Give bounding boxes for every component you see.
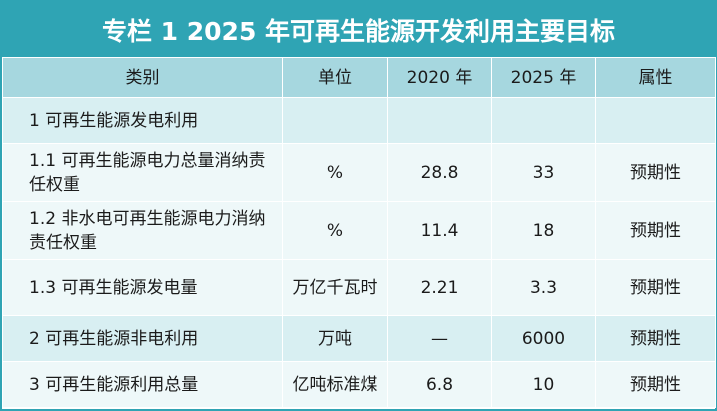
category-cell: 2 可再生能源非电利用 <box>2 315 283 362</box>
value-2020-cell: — <box>387 315 492 362</box>
unit-cell: 万亿千瓦时 <box>282 259 388 316</box>
value-2025-cell: 33 <box>491 143 596 202</box>
value-2020-cell: 2.21 <box>387 259 492 316</box>
unit-cell: 亿吨标准煤 <box>282 361 388 408</box>
table-row: 1.3 可再生能源发电量 万亿千瓦时 2.21 3.3 预期性 <box>2 259 716 316</box>
unit-cell: % <box>282 201 388 260</box>
value-2025-cell <box>491 97 596 144</box>
column-header-attribute: 属性 <box>595 57 716 98</box>
category-cell: 3 可再生能源利用总量 <box>2 361 283 408</box>
value-2020-cell: 6.8 <box>387 361 492 408</box>
value-2025-cell: 6000 <box>491 315 596 362</box>
table-header-row: 类别 单位 2020 年 2025 年 属性 <box>2 57 716 98</box>
attribute-cell <box>595 97 716 144</box>
category-cell: 1.2 非水电可再生能源电力消纳责任权重 <box>2 201 283 260</box>
attribute-cell: 预期性 <box>595 201 716 260</box>
value-2020-cell <box>387 97 492 144</box>
value-2025-cell: 10 <box>491 361 596 408</box>
column-header-category: 类别 <box>2 57 283 98</box>
attribute-cell: 预期性 <box>595 361 716 408</box>
table-row: 2 可再生能源非电利用 万吨 — 6000 预期性 <box>2 315 716 362</box>
attribute-cell: 预期性 <box>595 259 716 316</box>
attribute-cell: 预期性 <box>595 315 716 362</box>
attribute-cell: 预期性 <box>595 143 716 202</box>
category-cell: 1.3 可再生能源发电量 <box>2 259 283 316</box>
unit-cell: % <box>282 143 388 202</box>
column-header-2020: 2020 年 <box>387 57 492 98</box>
table-row: 3 可再生能源利用总量 亿吨标准煤 6.8 10 预期性 <box>2 361 716 408</box>
value-2025-cell: 18 <box>491 201 596 260</box>
category-cell: 1 可再生能源发电利用 <box>2 97 283 144</box>
category-cell: 1.1 可再生能源电力总量消纳责任权重 <box>2 143 283 202</box>
table-title: 专栏 1 2025 年可再生能源开发利用主要目标 <box>2 2 715 57</box>
targets-table: 类别 单位 2020 年 2025 年 属性 1 可再生能源发电利用 1.1 可… <box>2 57 716 408</box>
table-row: 1.2 非水电可再生能源电力消纳责任权重 % 11.4 18 预期性 <box>2 201 716 260</box>
table-row: 1.1 可再生能源电力总量消纳责任权重 % 28.8 33 预期性 <box>2 143 716 202</box>
unit-cell: 万吨 <box>282 315 388 362</box>
value-2020-cell: 28.8 <box>387 143 492 202</box>
value-2025-cell: 3.3 <box>491 259 596 316</box>
column-header-unit: 单位 <box>282 57 388 98</box>
value-2020-cell: 11.4 <box>387 201 492 260</box>
column-header-2025: 2025 年 <box>491 57 596 98</box>
unit-cell <box>282 97 388 144</box>
table-row: 1 可再生能源发电利用 <box>2 97 716 144</box>
